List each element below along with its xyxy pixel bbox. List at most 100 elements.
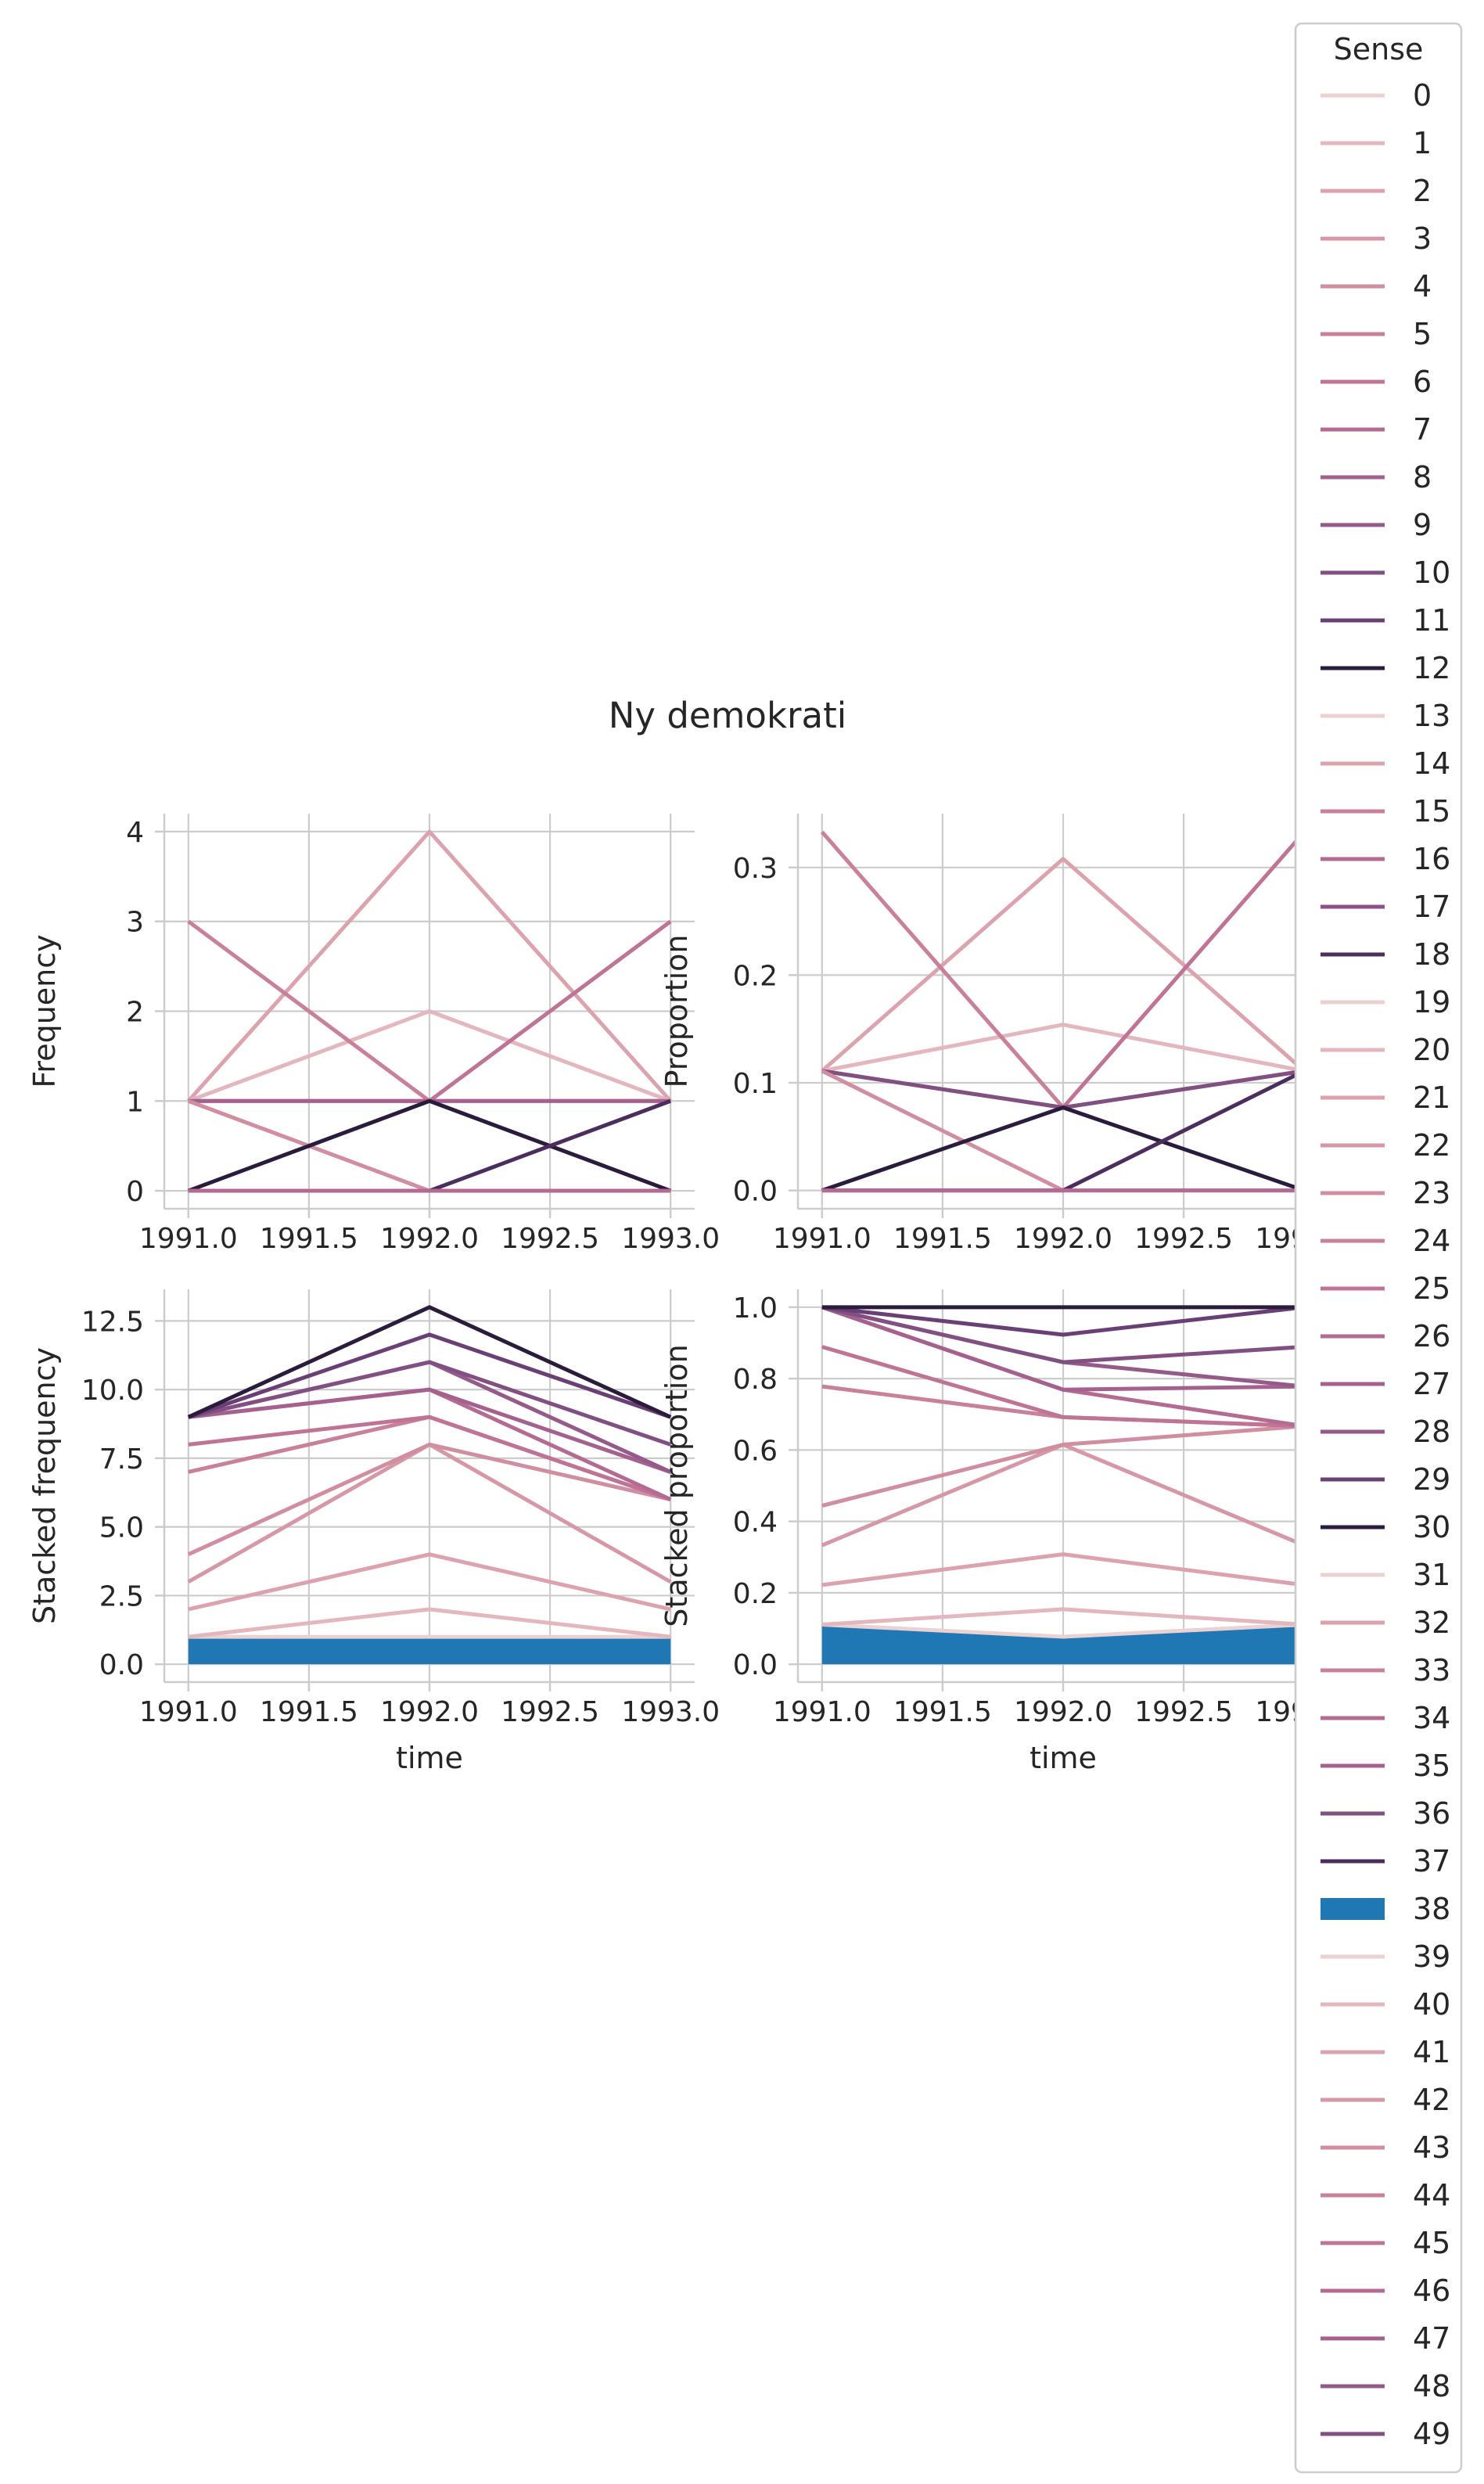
- legend-label: 1: [1413, 126, 1432, 160]
- y-tick-label: 0.4: [733, 1507, 778, 1539]
- x-axis-label: time: [396, 1741, 463, 1775]
- legend-label: 39: [1413, 1939, 1450, 1974]
- y-tick-label: 0.2: [733, 960, 778, 992]
- legend-title: Sense: [1334, 32, 1424, 67]
- legend-label: 32: [1413, 1605, 1450, 1640]
- legend-label: 26: [1413, 1319, 1450, 1353]
- y-tick-label: 2: [126, 997, 144, 1029]
- legend-label: 47: [1413, 2321, 1450, 2356]
- series-line: [821, 1345, 1305, 1429]
- series-line: [821, 1305, 1305, 1337]
- legend-label: 24: [1413, 1224, 1450, 1258]
- legend-label: 12: [1413, 651, 1450, 685]
- panel-frequency: 1991.0 1991.5 1992.0 1992.5 1993.0 0 1 2 3 4 Frequ…: [27, 814, 720, 1255]
- panel-stacked-frequency: 1991.0 1991.5 1992.0 1992.5 1993.0 0.0 2.5 5.0 7…: [27, 1289, 720, 1775]
- legend-label: 27: [1413, 1367, 1450, 1401]
- y-tick-label: 0.2: [733, 1578, 778, 1610]
- y-tick-label: 7.5: [99, 1443, 144, 1476]
- legend-label: 23: [1413, 1176, 1450, 1210]
- series-line: [188, 1387, 671, 1474]
- series-line: [188, 1332, 671, 1419]
- y-tick-label: 0.8: [733, 1364, 778, 1396]
- legend-patch: [1321, 1898, 1385, 1920]
- series-line: [187, 1305, 672, 1419]
- y-tick-label: 10.0: [81, 1375, 144, 1407]
- x-tick-label: 1992.0: [1014, 1696, 1112, 1728]
- legend-label: 25: [1413, 1271, 1450, 1306]
- legend-label: 37: [1413, 1844, 1450, 1878]
- x-tick-label: 1991.0: [773, 1696, 871, 1728]
- legend-label: 42: [1413, 2083, 1450, 2117]
- legend-label: 19: [1413, 985, 1450, 1019]
- panel-proportion: 1991.01991.51992.01992.51993.00.00.10.20…: [659, 814, 1353, 1255]
- legend-label: 8: [1413, 460, 1432, 494]
- legend-label: 11: [1413, 603, 1450, 638]
- series-line: [188, 1415, 671, 1501]
- legend-label: 9: [1413, 508, 1432, 542]
- x-tick-label: 1992.0: [380, 1696, 479, 1728]
- series-line: [821, 1607, 1305, 1627]
- y-tick-label: 0.1: [733, 1068, 778, 1100]
- y-tick-label: 0.3: [733, 853, 778, 885]
- y-tick-label: 1: [126, 1086, 144, 1118]
- legend-label: 41: [1413, 2035, 1450, 2069]
- filled-area: [821, 1624, 1305, 1665]
- series-line: [188, 1607, 671, 1639]
- legend-label: 13: [1413, 699, 1450, 733]
- x-tick-label: 1992.0: [380, 1223, 479, 1255]
- x-tick-label: 1992.5: [501, 1223, 599, 1255]
- legend-label: 7: [1413, 412, 1432, 447]
- series-line: [187, 1009, 672, 1103]
- legend-label: 44: [1413, 2178, 1450, 2213]
- legend-label: 30: [1413, 1510, 1450, 1544]
- x-tick-label: 1991.5: [260, 1223, 358, 1255]
- legend: Sense01234567891011121314151617181920212…: [1294, 22, 1463, 2474]
- y-tick-label: 0: [126, 1176, 144, 1208]
- y-axis-label: Stacked proportion: [659, 1344, 694, 1627]
- subplot-grid: 1991.0 1991.5 1992.0 1992.5 1993.0 0 1 2 3 4 Frequ…: [27, 814, 1353, 1775]
- legend-label: 10: [1413, 555, 1450, 590]
- series-line: [188, 1360, 671, 1447]
- legend-label: 3: [1413, 221, 1432, 256]
- x-tick-label: 1993.0: [621, 1696, 720, 1728]
- series-line: [821, 1623, 1305, 1639]
- x-tick-label: 1992.5: [1134, 1223, 1233, 1255]
- y-tick-label: 2.5: [99, 1580, 144, 1612]
- series-line: [187, 1442, 671, 1557]
- legend-label: 34: [1413, 1701, 1450, 1735]
- legend-label: 16: [1413, 842, 1450, 876]
- legend-label: 46: [1413, 2274, 1450, 2308]
- y-tick-label: 3: [126, 907, 144, 939]
- x-tick-label: 1991.5: [893, 1223, 992, 1255]
- y-tick-label: 0.0: [99, 1649, 144, 1681]
- legend-label: 4: [1413, 269, 1432, 304]
- legend-label: 18: [1413, 937, 1450, 972]
- legend-label: 22: [1413, 1128, 1450, 1163]
- series-line: [821, 1305, 1305, 1392]
- legend-label: 14: [1413, 746, 1450, 781]
- x-tick-label: 1991.0: [139, 1696, 238, 1728]
- y-tick-label: 4: [126, 817, 144, 849]
- panel-stacked-proportion: 1991.01991.51992.01992.51993.00.00.20.40…: [659, 1289, 1353, 1775]
- series-line: [821, 1424, 1305, 1508]
- legend-label: 20: [1413, 1033, 1450, 1067]
- legend-label: 45: [1413, 2226, 1450, 2260]
- legend-label: 15: [1413, 794, 1450, 829]
- x-tick-label: 1991.5: [260, 1696, 358, 1728]
- series-line: [821, 1305, 1305, 1364]
- y-tick-label: 0.0: [733, 1649, 778, 1681]
- series-line: [821, 1023, 1305, 1073]
- x-tick-label: 1992.5: [1134, 1696, 1233, 1728]
- legend-label: 36: [1413, 1796, 1450, 1831]
- legend-label: 35: [1413, 1749, 1450, 1783]
- y-axis-label: Proportion: [659, 934, 694, 1087]
- y-axis-label: Frequency: [27, 934, 62, 1087]
- y-tick-label: 0.6: [733, 1435, 778, 1467]
- legend-label: 29: [1413, 1462, 1450, 1497]
- legend-label: 38: [1413, 1892, 1450, 1926]
- y-tick-label: 12.5: [81, 1306, 144, 1338]
- legend-label: 5: [1413, 317, 1432, 351]
- series-line: [821, 1105, 1305, 1192]
- legend-label: 28: [1413, 1415, 1450, 1449]
